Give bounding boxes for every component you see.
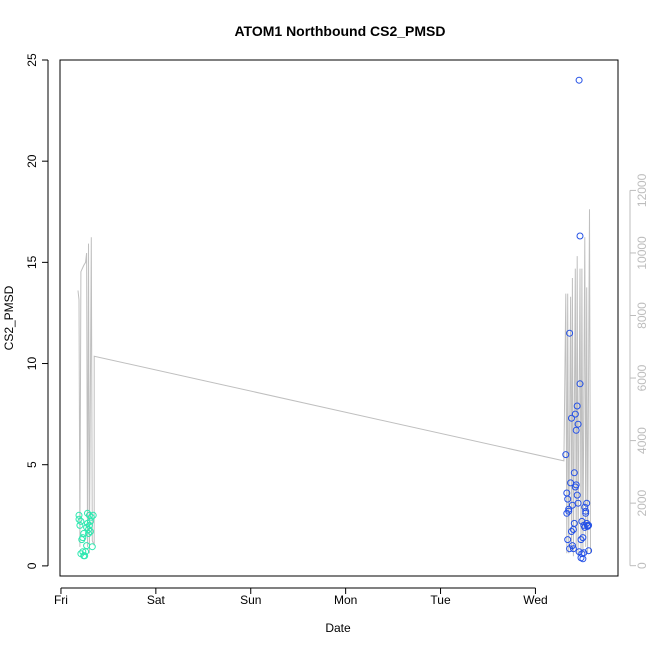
data-point [570,469,578,477]
x-tick-label: Sat [147,593,166,607]
data-point [77,517,85,525]
data-point [563,509,571,517]
data-point [571,410,579,418]
x-axis-title: Date [325,621,351,635]
data-point [579,534,587,542]
data-point [566,329,574,337]
data-point [572,481,580,489]
y-axis-left: 0 5 10 15 20 25 [25,53,49,569]
data-point [564,536,572,544]
data-point [577,536,585,544]
scatter-series-2 [562,76,593,563]
y-axis-right: 0 2000 4000 6000 8000 10000 12000 [629,173,649,569]
y-tick-label: 25 [25,53,39,67]
data-point [584,522,592,530]
y-tick-label: 5 [25,461,39,468]
data-point [80,530,88,537]
data-point [573,402,581,410]
data-point [585,521,593,529]
y2-tick-label: 4000 [635,427,649,454]
data-point [85,526,92,533]
points-layer [75,76,593,563]
data-point [575,76,583,84]
x-tick-label: Tue [430,593,451,607]
y2-tick-label: 12000 [635,173,649,207]
data-point [79,534,87,542]
data-point [562,451,570,459]
line-series [77,209,591,557]
data-point [564,495,572,503]
y2-tick-label: 8000 [635,302,649,329]
data-point [83,542,91,550]
y-tick-label: 20 [25,154,39,168]
data-point [572,426,580,434]
data-point [576,380,584,388]
line-series-layer [77,209,591,557]
data-point [86,528,94,535]
x-tick-label: Wed [523,593,547,607]
data-point [582,509,590,517]
data-point [573,491,581,499]
x-tick-label: Sun [240,593,261,607]
data-point [85,530,92,537]
y2-tick-label: 2000 [635,489,649,516]
data-point [565,507,573,515]
data-point [568,542,576,550]
data-point [568,501,576,509]
data-point [75,511,83,519]
data-point [88,543,96,551]
data-point [87,513,95,521]
x-tick-label: Mon [334,593,357,607]
data-point [582,507,590,515]
data-point [585,547,593,555]
y2-tick-label: 0 [635,562,649,569]
data-point [568,528,575,535]
data-point [86,517,94,525]
data-point [568,414,575,422]
data-point [89,511,97,519]
scatter-series-1 [75,509,97,560]
y-tick-label: 10 [25,357,39,371]
x-axis: Fri Sat Sun Mon Tue Wed [54,587,548,607]
y-tick-label: 0 [25,562,39,569]
y-tick-label: 15 [25,255,39,269]
data-point [81,552,89,560]
x-tick-label: Fri [54,593,68,607]
y2-tick-label: 10000 [635,236,649,270]
chart-title: ATOM1 Northbound CS2_PMSD [234,23,445,39]
data-point [569,545,577,553]
plot-area-border [59,59,619,577]
data-point [574,499,582,507]
data-point [565,505,573,513]
data-point [76,521,84,529]
y2-tick-label: 6000 [635,364,649,391]
data-point [574,420,582,428]
data-point [79,548,87,556]
data-point [583,499,591,507]
data-point [570,519,578,527]
data-point [576,232,584,240]
y-axis-title: CS2_PMSD [2,285,16,350]
